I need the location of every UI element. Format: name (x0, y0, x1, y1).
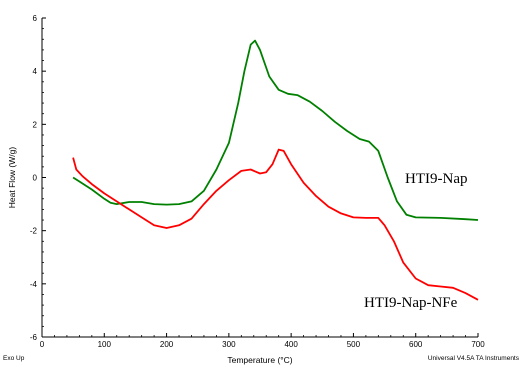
series-label-hti9-nap-nfe: HTI9-Nap-NFe (364, 295, 458, 311)
x-tick-label: 500 (347, 340, 361, 349)
x-tick-label: 300 (222, 340, 236, 349)
y-tick-label: -6 (30, 333, 38, 342)
x-tick-label: 0 (40, 340, 45, 349)
x-tick-label: 100 (98, 340, 112, 349)
footer-right-text: Universal V4.5A TA Instruments (428, 355, 520, 362)
x-tick-label: 600 (409, 340, 423, 349)
ticks: 0 100 200 300 400 500 600 700 6 4 2 0 -2 -4 -6 (30, 14, 485, 349)
footer-left-text: Exo Up (3, 355, 25, 362)
y-tick-label: -4 (30, 280, 38, 289)
series-line-1 (72, 148, 479, 301)
x-tick-label: 200 (160, 340, 174, 349)
series-line-0 (72, 39, 479, 221)
y-tick-label: 0 (33, 174, 38, 183)
y-tick-label: -2 (30, 227, 38, 236)
x-tick-label: 400 (284, 340, 298, 349)
series-label-hti9-nap: HTI9-Nap (405, 171, 467, 187)
y-tick-label: 2 (33, 120, 38, 129)
y-axis-title: Heat Flow (W/g) (7, 147, 17, 209)
y-tick-label: 4 (33, 67, 38, 76)
series-lines (72, 39, 479, 301)
x-axis-title: Temperature (°C) (227, 355, 292, 365)
y-tick-label: 6 (33, 14, 38, 23)
x-tick-label: 700 (471, 340, 485, 349)
